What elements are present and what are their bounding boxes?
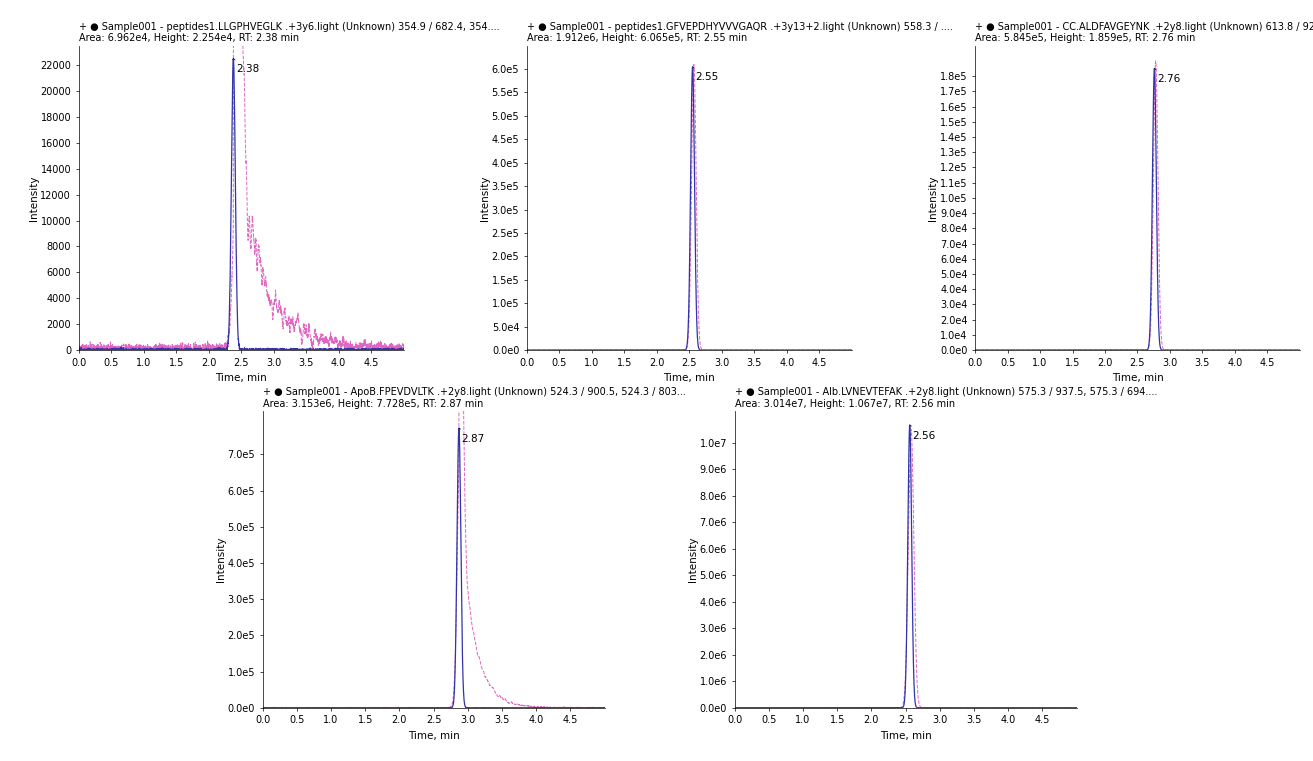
Text: 2.76: 2.76 [1154, 68, 1180, 84]
Y-axis label: Intensity: Intensity [928, 175, 939, 221]
X-axis label: Time, min: Time, min [408, 731, 460, 741]
X-axis label: Time, min: Time, min [215, 373, 267, 384]
Y-axis label: Intensity: Intensity [481, 175, 490, 221]
Text: + ● Sample001 - ApoB.FPEVDVLTK .+2y8.light (Unknown) 524.3 / 900.5, 524.3 / 803.: + ● Sample001 - ApoB.FPEVDVLTK .+2y8.lig… [263, 387, 685, 409]
Text: 2.87: 2.87 [460, 428, 484, 444]
Text: 2.55: 2.55 [692, 67, 718, 82]
Text: + ● Sample001 - Alb.LVNEVTEFAK .+2y8.light (Unknown) 575.3 / 937.5, 575.3 / 694.: + ● Sample001 - Alb.LVNEVTEFAK .+2y8.lig… [734, 387, 1157, 409]
Text: 2.38: 2.38 [234, 59, 259, 75]
Text: 2.56: 2.56 [910, 425, 936, 441]
Text: + ● Sample001 - CC.ALDFAVGEYNK .+2y8.light (Unknown) 613.8 / 927.5, 613.8 / 78..: + ● Sample001 - CC.ALDFAVGEYNK .+2y8.lig… [976, 22, 1313, 43]
Y-axis label: Intensity: Intensity [688, 537, 699, 582]
Text: + ● Sample001 - peptides1.GFVEPDHYVVVGAQR .+3y13+2.light (Unknown) 558.3 / ....
: + ● Sample001 - peptides1.GFVEPDHYVVVGAQ… [527, 22, 953, 43]
Y-axis label: Intensity: Intensity [29, 175, 39, 221]
X-axis label: Time, min: Time, min [663, 373, 716, 384]
Text: + ● Sample001 - peptides1.LLGPHVEGLK .+3y6.light (Unknown) 354.9 / 682.4, 354...: + ● Sample001 - peptides1.LLGPHVEGLK .+3… [79, 22, 499, 43]
X-axis label: Time, min: Time, min [880, 731, 931, 741]
Y-axis label: Intensity: Intensity [215, 537, 226, 582]
X-axis label: Time, min: Time, min [1112, 373, 1163, 384]
